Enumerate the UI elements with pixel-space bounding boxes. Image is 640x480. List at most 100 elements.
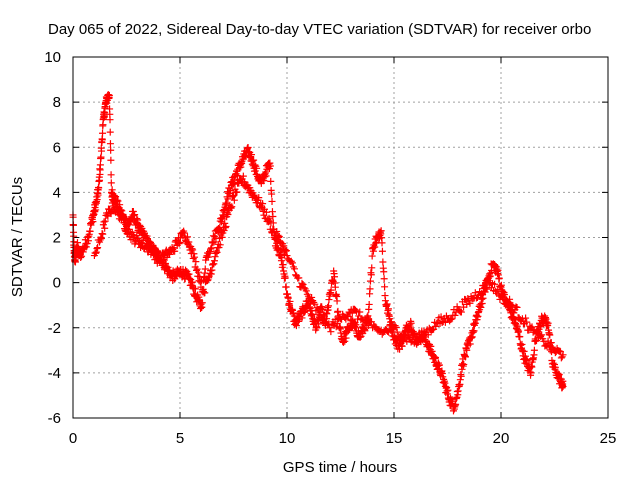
data-point-fill (267, 219, 275, 227)
data-point-fill (506, 295, 514, 303)
data-point-fill (468, 333, 476, 341)
data-point-fill (364, 322, 372, 330)
data-point-fill (491, 262, 499, 270)
data-point-fill (192, 258, 200, 266)
y-tick-label: -4 (48, 365, 61, 382)
data-point-fill (409, 332, 417, 340)
data-point-fill (275, 233, 283, 241)
data-point-fill (107, 146, 115, 154)
data-point (559, 351, 567, 359)
data-point (386, 315, 394, 323)
data-point-fill (532, 328, 540, 336)
x-tick-label: 15 (386, 430, 403, 447)
data-point-fill (384, 327, 392, 335)
data-point (313, 324, 321, 332)
series-0 (69, 91, 567, 415)
data-point-fill (495, 274, 503, 282)
data-point-fill (361, 327, 369, 335)
data-point-fill (183, 233, 191, 241)
data-point (358, 315, 366, 323)
data-point-fill (457, 372, 465, 380)
data-point-fill (530, 346, 538, 354)
data-point-fill (432, 354, 440, 362)
y-tick-label: 6 (53, 139, 61, 156)
data-point-fill (260, 177, 268, 185)
data-point-fill (295, 274, 303, 282)
data-point (200, 288, 208, 296)
data-point-fill (427, 342, 435, 350)
x-axis-label: GPS time / hours (283, 459, 397, 476)
data-series (69, 91, 567, 415)
data-point-fill (205, 249, 213, 257)
data-point-fill (114, 205, 122, 213)
data-point-fill (544, 337, 552, 345)
data-point-fill (97, 147, 105, 155)
data-point-fill (367, 271, 375, 279)
data-point (377, 227, 385, 235)
data-point-fill (207, 244, 215, 252)
data-point-fill (78, 252, 86, 260)
data-point-fill (224, 211, 232, 219)
data-point (283, 252, 291, 260)
data-point-fill (379, 258, 387, 266)
data-point-fill (98, 136, 106, 144)
data-point-fill (228, 181, 236, 189)
data-point-fill (201, 289, 209, 297)
data-point-fill (333, 297, 341, 305)
data-point-fill (218, 233, 226, 241)
data-point-fill (251, 161, 259, 169)
data-point-fill (419, 336, 427, 344)
data-point-fill (239, 172, 247, 180)
data-point-fill (499, 290, 507, 298)
data-point-fill (208, 266, 216, 274)
data-point-fill (250, 191, 258, 199)
data-point-fill (287, 257, 295, 265)
data-point-fill (362, 317, 370, 325)
axes: 0 5 10 15 20 25 -6 -4 -2 0 2 4 6 8 10 (44, 49, 616, 447)
data-point-fill (491, 280, 499, 288)
data-point-fill (542, 315, 550, 323)
data-point-fill (97, 153, 105, 161)
data-point-fill (134, 235, 142, 243)
data-point-fill (522, 314, 530, 322)
data-point (180, 229, 188, 237)
data-point-fill (483, 285, 491, 293)
data-point-fill (327, 328, 335, 336)
data-point-fill (541, 312, 549, 320)
data-point-fill (557, 354, 565, 362)
data-point-fill (331, 273, 339, 281)
data-point (559, 382, 567, 390)
data-point-fill (209, 239, 217, 247)
data-point-fill (228, 203, 236, 211)
data-point-fill (106, 116, 114, 124)
data-point (407, 319, 415, 327)
data-point-fill (290, 265, 298, 273)
y-tick-label: 0 (53, 275, 61, 292)
data-point-fill (366, 285, 374, 293)
data-point-fill (247, 151, 255, 159)
data-point-fill (298, 279, 306, 287)
data-point-fill (288, 259, 296, 267)
data-point-fill (219, 206, 227, 214)
data-point-fill (259, 200, 267, 208)
data-point-fill (518, 340, 526, 348)
data-point-fill (444, 386, 452, 394)
data-point-fill (92, 248, 100, 256)
data-point-fill (407, 338, 415, 346)
data-point-fill (204, 253, 212, 261)
data-point-fill (108, 186, 116, 194)
data-point-fill (210, 257, 218, 265)
data-point-fill (282, 247, 290, 255)
data-point-fill (555, 370, 563, 378)
data-point-fill (318, 317, 326, 325)
data-point-fill (107, 156, 115, 164)
data-point-fill (227, 203, 235, 211)
data-point-fill (268, 197, 276, 205)
chart-title: Day 065 of 2022, Sidereal Day-to-day VTE… (48, 21, 591, 38)
data-point-fill (316, 308, 324, 316)
data-point-fill (92, 206, 100, 214)
data-point-fill (253, 164, 261, 172)
data-point-fill (207, 270, 215, 278)
data-point-fill (368, 264, 376, 272)
